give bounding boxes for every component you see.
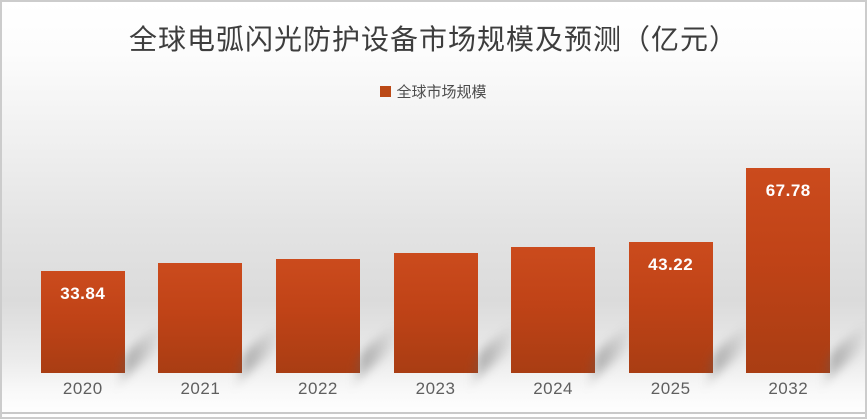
bar-2021 <box>158 263 243 373</box>
bar-group-2023: 2023 <box>377 143 495 405</box>
bar-area <box>259 143 377 373</box>
bar-2032: 67.78 <box>746 168 831 373</box>
bar-group-2022: 2022 <box>259 143 377 405</box>
bottom-edge-line <box>2 412 865 414</box>
bar-2023 <box>393 253 478 373</box>
bar-group-2025: 43.22 2025 <box>612 143 730 405</box>
bar-value-label-2025: 43.22 <box>648 255 694 274</box>
bar-area <box>142 143 260 373</box>
bar-area: 67.78 <box>729 143 847 373</box>
bar-2022 <box>275 259 360 373</box>
bar-group-2021: 2021 <box>142 143 260 405</box>
bar-group-2032: 67.78 2032 <box>729 143 847 405</box>
bar-2024 <box>511 247 596 373</box>
chart-title: 全球电弧闪光防护设备市场规模及预测（亿元） <box>128 25 738 56</box>
x-axis-label-2032: 2032 <box>768 379 809 398</box>
bar-area: 33.84 <box>24 143 142 373</box>
bar-2025: 43.22 <box>628 242 713 373</box>
bar-group-2024: 2024 <box>494 143 612 405</box>
x-axis-label-2024: 2024 <box>533 379 574 398</box>
x-axis-label-2022: 2022 <box>298 379 338 398</box>
x-axis-label-2020: 2020 <box>62 379 103 398</box>
bar-area: 43.22 <box>612 143 730 373</box>
bar-value-label-2020: 33.84 <box>60 284 106 303</box>
bar-group-2020: 33.84 2020 <box>24 143 142 405</box>
bar-area <box>494 143 612 373</box>
bar-area <box>377 143 495 373</box>
x-axis-label-2023: 2023 <box>415 379 456 398</box>
legend-swatch-icon <box>380 86 392 97</box>
bar-plot: 33.84 2020 2021 2022 2023 2024 43.22 2025 67.78 2… <box>24 143 847 405</box>
legend-series-label: 全球市场规模 <box>396 85 487 101</box>
bar-value-label-2032: 67.78 <box>765 181 811 200</box>
x-axis-label-2025: 2025 <box>650 379 691 398</box>
x-axis-label-2021: 2021 <box>180 379 221 398</box>
legend: 全球市场规模 <box>2 81 865 102</box>
bar-2020: 33.84 <box>40 271 125 373</box>
